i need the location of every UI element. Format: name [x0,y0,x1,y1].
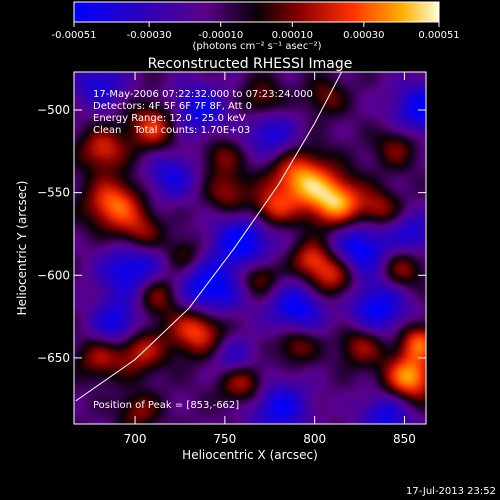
plot-area: 17-May-2006 07:22:32.000 to 07:23:24.000… [37,71,427,446]
y-tick-label: −500 [37,103,70,117]
solar-limb-curve [75,72,343,402]
x-tick-label: 800 [303,432,326,446]
y-tick-label: −550 [37,186,70,200]
colorbar-tick-label: 0.00051 [418,30,459,41]
colorbar: -0.00051 -0.00030 -0.00010 0.00010 0.00030 0.… [52,1,460,52]
colorbar-tick-label: -0.00030 [127,30,172,41]
axis-ticks: 700 750 800 850 −500 −550 −600 −650 [37,72,426,446]
colorbar-tick-label: -0.00010 [198,30,243,41]
y-tick-label: −650 [37,351,70,365]
rhessi-heatmap-image [74,72,426,424]
colorbar-ticks: -0.00051 -0.00030 -0.00010 0.00010 0.00030 0.… [52,22,460,41]
colorbar-tick-label: -0.00051 [52,30,97,41]
colorbar-gradient [73,1,440,23]
x-tick-label: 700 [124,432,147,446]
plot-frame [73,71,427,425]
annotation-energy-range: Energy Range: 12.0 - 25.0 keV [93,113,246,124]
y-tick-label: −600 [37,268,70,282]
colorbar-tick-label: 0.00030 [343,30,384,41]
footer-timestamp: 17-Jul-2013 23:52 [406,486,496,497]
plot-title: Reconstructed RHESSI Image [148,56,353,72]
x-axis-label: Heliocentric X (arcsec) [182,448,318,462]
colorbar-units-label: (photons cm⁻² s⁻¹ asec⁻²) [192,41,321,52]
annotation-detectors: Detectors: 4F 5F 6F 7F 8F, Att 0 [93,101,252,112]
annotation-clean-total-counts: Clean Total counts: 1.70E+03 [93,125,250,136]
x-tick-label: 750 [213,432,236,446]
y-axis-label: Heliocentric Y (arcsec) [15,181,29,316]
annotation-time-range: 17-May-2006 07:22:32.000 to 07:23:24.000 [93,89,313,100]
x-tick-label: 850 [393,432,416,446]
colorbar-tick-label: 0.00010 [272,30,313,41]
peak-position-label: Position of Peak = [853,-662] [93,400,239,411]
